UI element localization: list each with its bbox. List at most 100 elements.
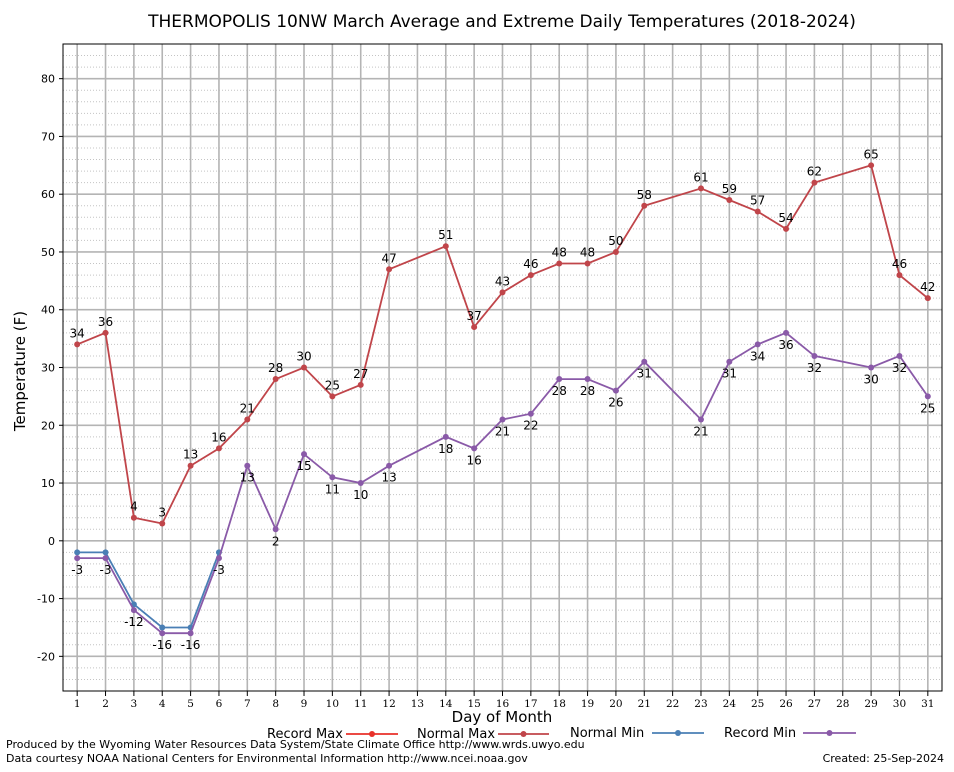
record-min-data-label: -3 bbox=[213, 563, 225, 577]
normal-max-data-label: 42 bbox=[920, 280, 935, 294]
normal-max-point bbox=[527, 272, 534, 279]
x-tick-label: 4 bbox=[159, 698, 166, 710]
normal-max-point bbox=[584, 260, 591, 267]
x-tick-label: 11 bbox=[354, 698, 367, 710]
x-tick-label: 27 bbox=[808, 698, 821, 710]
x-tick-label: 8 bbox=[272, 698, 279, 710]
x-tick-label: 21 bbox=[638, 698, 651, 710]
record-min-point bbox=[811, 352, 818, 359]
record-min-point bbox=[754, 341, 761, 348]
record-min-point bbox=[612, 387, 619, 394]
y-tick-label: 60 bbox=[41, 188, 55, 201]
x-tick-label: 3 bbox=[131, 698, 138, 710]
x-tick-label: 12 bbox=[382, 698, 395, 710]
record-min-point bbox=[641, 358, 648, 365]
y-tick-label: 0 bbox=[48, 535, 55, 548]
record-min-data-label: 10 bbox=[353, 488, 368, 502]
normal-max-data-label: 21 bbox=[240, 401, 255, 415]
normal-max-point bbox=[130, 514, 137, 521]
normal-max-point bbox=[697, 185, 704, 192]
legend-label-normal-max: Normal Max bbox=[417, 727, 495, 742]
x-tick-label: 18 bbox=[553, 698, 566, 710]
chart-title: THERMOPOLIS 10NW March Average and Extre… bbox=[147, 12, 856, 32]
legend-marker-record-min bbox=[826, 730, 833, 736]
record-min-point bbox=[102, 555, 109, 562]
x-tick-label: 7 bbox=[244, 698, 251, 710]
x-tick-label: 19 bbox=[581, 698, 594, 710]
record-min-data-label: 25 bbox=[920, 401, 935, 415]
record-min-point bbox=[896, 352, 903, 359]
legend-marker-normal-min bbox=[675, 730, 681, 736]
record-min-data-label: 18 bbox=[438, 442, 453, 456]
normal-max-point bbox=[556, 260, 563, 267]
normal-max-point bbox=[301, 364, 308, 371]
footer-credit-line-1: Produced by the Wyoming Water Resources … bbox=[6, 738, 585, 751]
record-min-data-label: 31 bbox=[637, 367, 652, 381]
y-tick-label: 70 bbox=[41, 130, 55, 143]
x-tick-label: 26 bbox=[779, 698, 793, 710]
normal-max-point bbox=[386, 266, 393, 273]
y-tick-label: 40 bbox=[41, 304, 55, 317]
normal-max-data-label: 65 bbox=[863, 147, 878, 161]
normal-max-point bbox=[471, 324, 478, 331]
normal-max-data-label: 3 bbox=[158, 505, 166, 519]
x-tick-label: 9 bbox=[301, 698, 308, 710]
record-min-point bbox=[187, 630, 194, 637]
y-tick-label: 20 bbox=[41, 419, 55, 432]
record-min-data-label: -16 bbox=[181, 638, 201, 652]
normal-max-data-label: 59 bbox=[722, 182, 737, 196]
normal-max-point bbox=[442, 243, 449, 250]
normal-min-line bbox=[77, 551, 220, 629]
x-tick-label: 13 bbox=[411, 698, 424, 710]
normal-max-data-label: 57 bbox=[750, 194, 765, 208]
y-tick-label: 10 bbox=[41, 477, 55, 490]
x-tick-label: 17 bbox=[524, 698, 537, 710]
normal-max-point bbox=[924, 295, 931, 302]
record-min-data-label: -3 bbox=[100, 563, 112, 577]
record-min-point bbox=[556, 376, 563, 383]
record-min-data-label: 32 bbox=[807, 361, 822, 375]
legend-marker-normal-max bbox=[520, 731, 527, 737]
normal-min-point bbox=[102, 549, 109, 556]
normal-max-point bbox=[726, 196, 733, 203]
record-min-data-label: 26 bbox=[608, 396, 623, 410]
record-min-point bbox=[215, 555, 222, 562]
footer-credit-line-2: Data courtesy NOAA National Centers for … bbox=[6, 752, 528, 765]
record-min-point bbox=[74, 555, 81, 562]
normal-max-point bbox=[783, 225, 790, 232]
x-tick-label: 14 bbox=[439, 698, 453, 710]
normal-max-point bbox=[868, 162, 875, 169]
normal-max-data-label: 13 bbox=[183, 448, 198, 462]
x-tick-label: 30 bbox=[893, 698, 906, 710]
x-tick-label: 6 bbox=[216, 698, 223, 710]
normal-max-point bbox=[896, 272, 903, 279]
normal-max-point bbox=[499, 289, 506, 296]
series-layer bbox=[74, 162, 931, 637]
normal-max-point bbox=[811, 179, 818, 186]
normal-max-data-label: 36 bbox=[98, 315, 113, 329]
record-min-point bbox=[329, 474, 336, 481]
normal-max-point bbox=[357, 381, 364, 388]
normal-max-point bbox=[641, 202, 648, 209]
normal-max-point bbox=[244, 416, 251, 423]
y-tick-label: 50 bbox=[41, 246, 55, 259]
normal-max-data-label: 34 bbox=[70, 326, 85, 340]
created-date: Created: 25-Sep-2024 bbox=[822, 752, 944, 765]
normal-max-point bbox=[187, 462, 194, 469]
legend-label-normal-min: Normal Min bbox=[570, 726, 644, 741]
record-min-data-label: 21 bbox=[693, 424, 708, 438]
record-min-data-label: 15 bbox=[296, 459, 311, 473]
x-tick-label: 31 bbox=[921, 698, 934, 710]
normal-max-point bbox=[102, 329, 109, 336]
y-axis-label: Temperature (F) bbox=[11, 311, 29, 432]
record-min-data-label: -3 bbox=[71, 563, 83, 577]
x-tick-label: 22 bbox=[666, 698, 679, 710]
record-min-data-label: 28 bbox=[580, 384, 595, 398]
normal-max-data-label: 48 bbox=[552, 246, 567, 260]
record-min-data-label: 28 bbox=[552, 384, 567, 398]
normal-max-point bbox=[159, 520, 166, 527]
